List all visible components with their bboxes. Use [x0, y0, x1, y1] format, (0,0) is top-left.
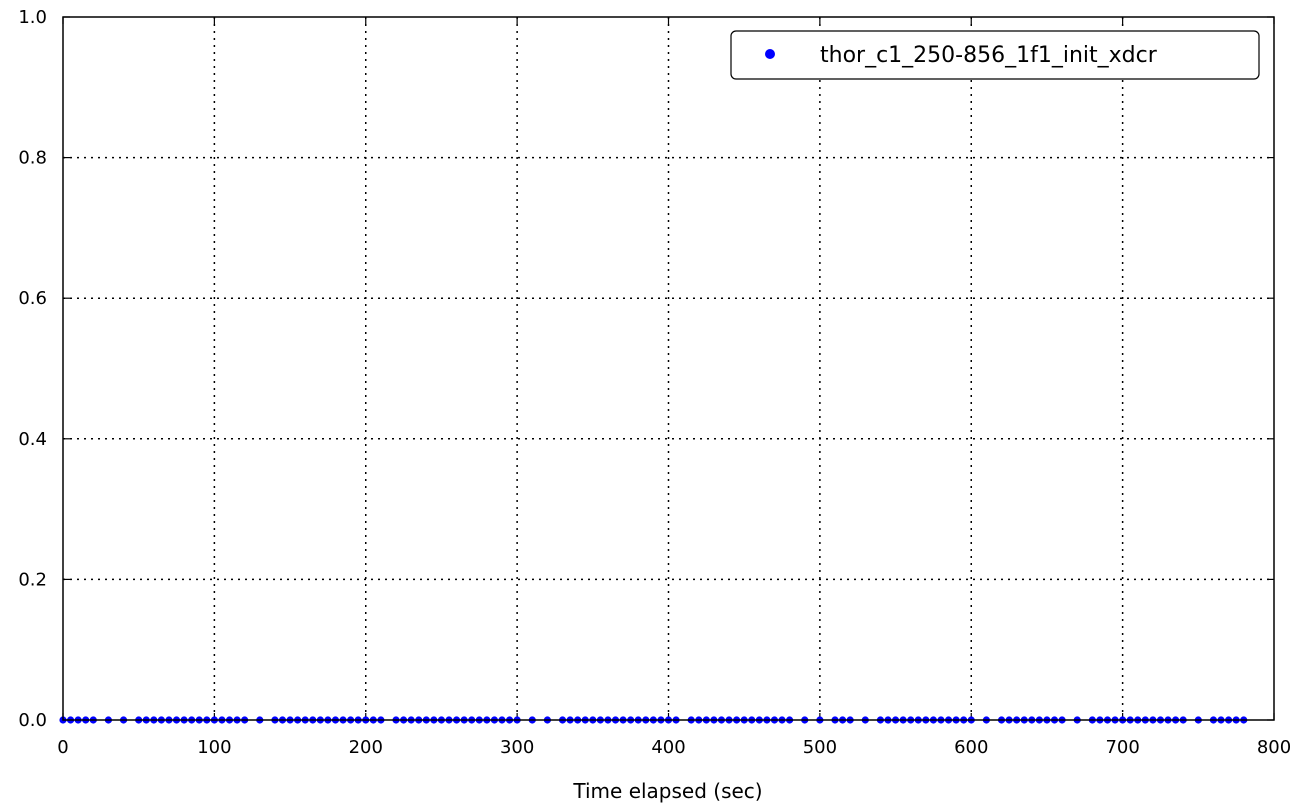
y-tick-label: 0.6	[18, 288, 47, 309]
grid-lines	[63, 17, 1274, 720]
x-tick-label: 800	[1257, 737, 1291, 758]
y-tick-label: 0.2	[18, 569, 47, 590]
x-tick-label: 700	[1105, 737, 1139, 758]
x-tick-label: 0	[57, 737, 68, 758]
y-tick-label: 0.0	[18, 710, 47, 731]
x-axis-label: Time elapsed (sec)	[572, 779, 762, 803]
legend: thor_c1_250-856_1f1_init_xdcr	[730, 30, 1260, 80]
x-tick-label: 400	[651, 737, 685, 758]
y-tick-labels: 0.0 0.2 0.4 0.6 0.8 1.0	[18, 7, 47, 731]
x-tick-label: 500	[803, 737, 837, 758]
y-tick-label: 0.8	[18, 148, 47, 169]
y-tick-label: 1.0	[18, 7, 47, 28]
plot-frame	[62, 16, 1275, 721]
legend-box	[730, 30, 1260, 80]
y-tick-label: 0.4	[18, 429, 47, 450]
x-tick-label: 100	[197, 737, 231, 758]
x-tick-label: 300	[500, 737, 534, 758]
x-tick-label: 200	[349, 737, 383, 758]
x-tick-label: 600	[954, 737, 988, 758]
x-tick-labels: 0 100 200 300 400 500 600 700 800	[57, 737, 1291, 758]
legend-marker	[765, 49, 775, 59]
legend-label: thor_c1_250-856_1f1_init_xdcr	[820, 43, 1158, 68]
